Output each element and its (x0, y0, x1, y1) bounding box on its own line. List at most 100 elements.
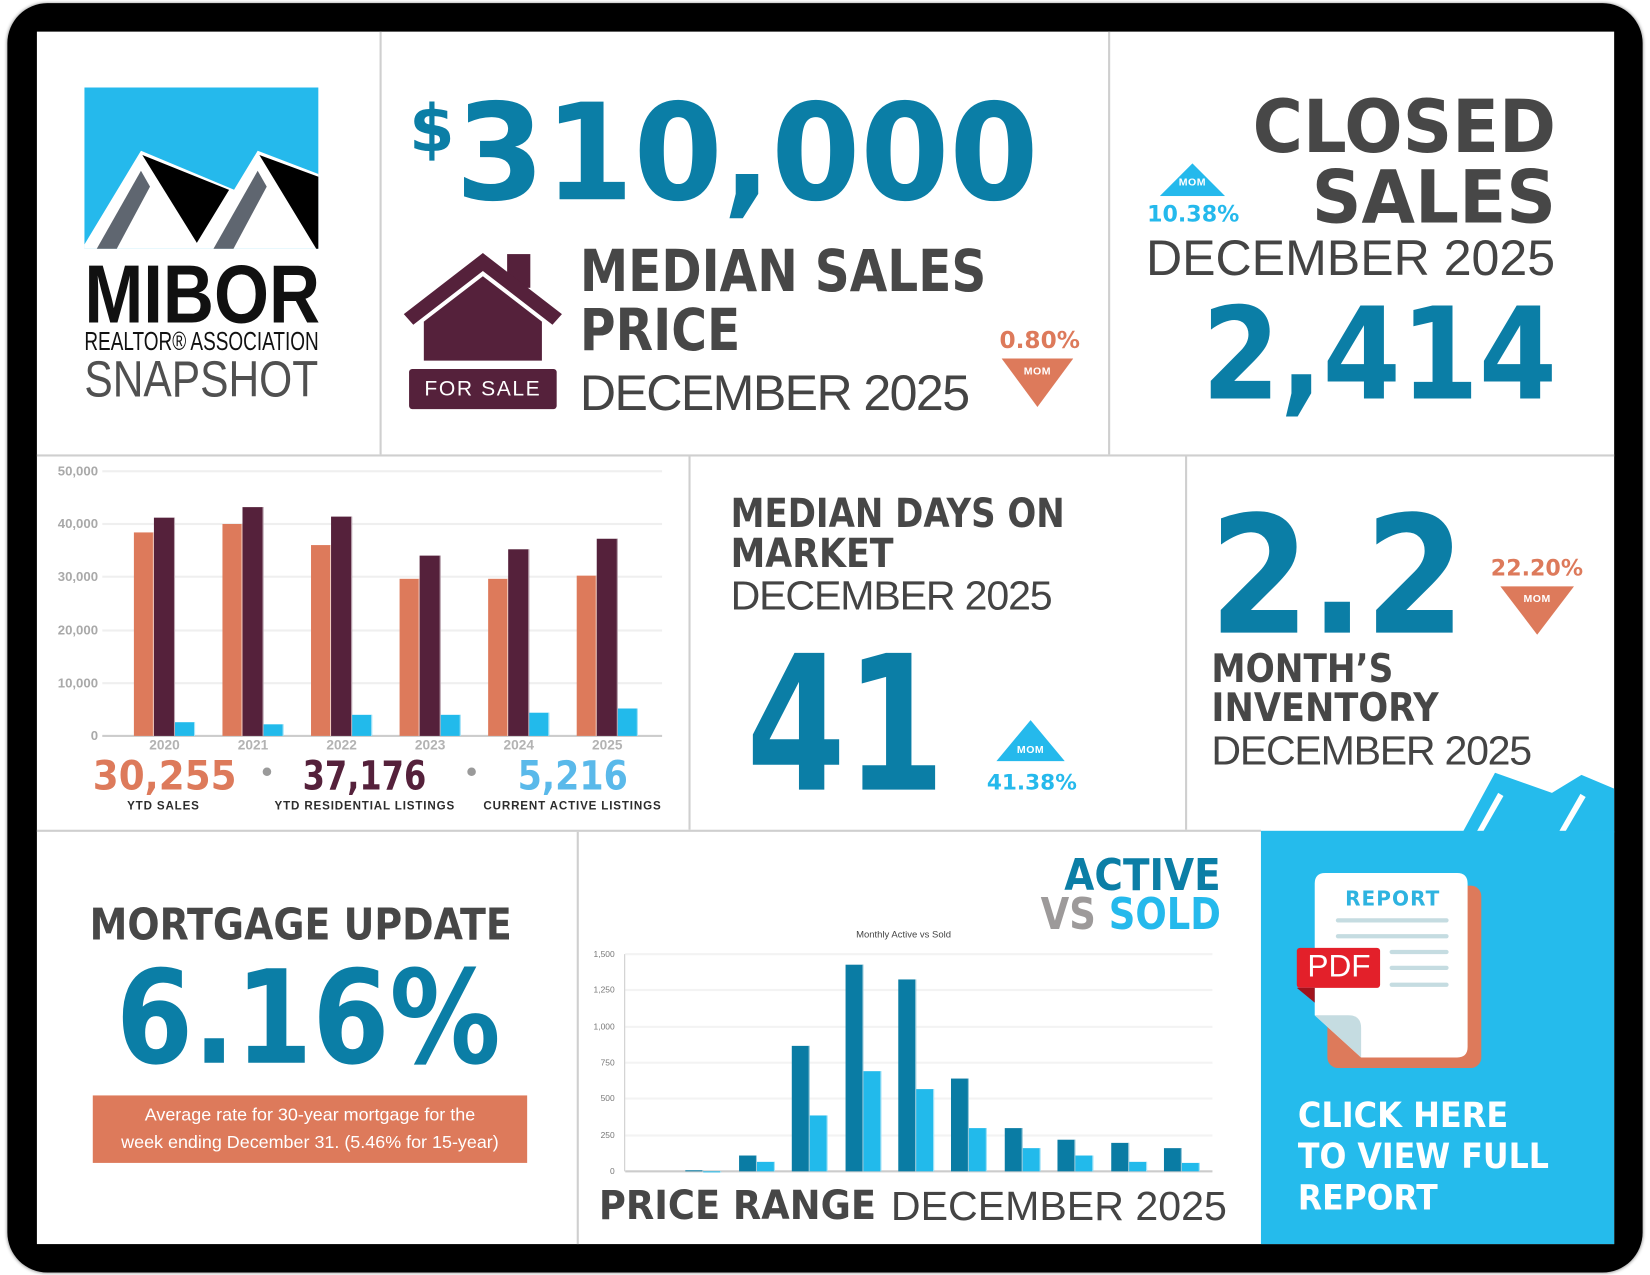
title-text: MARKET (730, 530, 894, 578)
bar-ytd-residential-listings (154, 517, 175, 736)
mortgage-note-line: Average rate for 30-year mortgage for th… (144, 1104, 476, 1125)
divider (1108, 31, 1111, 455)
bar-current-active-listings (617, 708, 639, 736)
up-arrow-icon (1159, 163, 1226, 197)
cta-text[interactable]: CLICK HERE (1297, 1094, 1509, 1136)
inventory-change-percent: 22.20% (1490, 555, 1584, 581)
bar-ytd-residential-listings (508, 549, 529, 736)
footer-text: PRICE RANGE (598, 1181, 877, 1230)
inventory-value-text: 2.2 (1209, 480, 1466, 672)
inventory-value: 2.2 (1209, 494, 1499, 657)
logo-tagline: SNAPSHOT (84, 355, 362, 406)
median-price-title-line1: MEDIAN SALES (580, 242, 1066, 300)
title-text: MEDIAN DAYS ON (730, 490, 1065, 538)
bar-active (791, 1046, 810, 1172)
y-tick-label: 0 (90, 728, 99, 744)
bar-active (1057, 1140, 1076, 1172)
bar-active (1110, 1143, 1129, 1172)
dom-title-line2: MARKET (730, 530, 920, 578)
pdf-report-icon[interactable] (1292, 870, 1487, 1076)
title-text: SALES (1311, 156, 1557, 241)
x-category-label: 2025 (592, 736, 623, 753)
closed-sales-period: DECEMBER 2025 (1145, 230, 1556, 287)
mom-label: MOM (1023, 365, 1052, 378)
separator-dot: • (462, 754, 481, 790)
median-price-value: 310,000 (455, 86, 1065, 220)
divider (36, 829, 1261, 832)
y-tick-label: 40,000 (57, 516, 99, 532)
heading-text: ACTIVE (1064, 849, 1221, 901)
value-text: 30,255 (92, 752, 237, 800)
mortgage-note-line: week ending December 31. (5.46% for 15-y… (121, 1132, 499, 1153)
divider (688, 456, 691, 830)
gridline (625, 1061, 1213, 1064)
bar-ytd-sales (310, 544, 332, 736)
bar-ytd-sales (222, 524, 243, 736)
y-tick-label: 10,000 (57, 675, 99, 691)
bar-ytd-sales (133, 532, 155, 736)
bar-ytd-residential-listings (331, 516, 352, 736)
bar-sold (969, 1128, 988, 1172)
dom-change-percent: 41.38% (986, 769, 1077, 795)
y-tick-label: 0 (609, 1166, 615, 1177)
divider (379, 31, 382, 455)
price-range-footer-period: DECEMBER 2025 (890, 1183, 1227, 1230)
title-text: CLOSED (1252, 85, 1557, 170)
title-text: MONTH’S (1211, 646, 1394, 692)
logo-association: REALTOR® ASSOCIATION (84, 328, 410, 355)
median-price-period: DECEMBER 2025 (579, 365, 970, 422)
down-arrow-icon (1500, 586, 1575, 635)
cta-line1[interactable]: CLICK HERE (1298, 1098, 1527, 1133)
report-doc-label: REPORT (1345, 887, 1441, 911)
sold-text: SOLD (1108, 888, 1221, 940)
bar-ytd-sales (487, 579, 509, 736)
x-category-label: 2023 (414, 736, 446, 753)
x-axis-line (102, 734, 663, 737)
median-price-change-percent: 0.80% (999, 327, 1080, 355)
for-sale-sign: FOR SALE (409, 369, 557, 410)
cta-line3[interactable]: REPORT (1298, 1180, 1453, 1215)
y-tick-label: 1,250 (593, 985, 615, 996)
bar-active (898, 979, 917, 1172)
bar-ytd-sales (576, 575, 598, 736)
mortgage-note: Average rate for 30-year mortgage for th… (92, 1095, 528, 1163)
house-icon (403, 253, 562, 361)
divider (576, 831, 579, 1245)
closed-sales-title-line1: CLOSED (1235, 85, 1557, 170)
closed-sales-value-text: 2,414 (1202, 280, 1558, 430)
cta-text[interactable]: TO VIEW FULL (1297, 1135, 1549, 1177)
mom-label: MOM (1523, 593, 1551, 606)
gridline (102, 523, 663, 526)
bar-ytd-residential-listings (419, 555, 441, 736)
bar-current-active-listings (440, 715, 461, 736)
active-vs-sold-heading-line1: ACTIVE (1047, 849, 1221, 901)
y-tick-label: 1,000 (593, 1021, 615, 1032)
cta-line2[interactable]: TO VIEW FULL (1298, 1139, 1574, 1174)
ytd-listings-value: 37,176 (303, 756, 458, 796)
x-category-label: 2024 (503, 736, 534, 753)
cta-text[interactable]: REPORT (1297, 1176, 1438, 1218)
bar-sold (863, 1070, 881, 1172)
bar-current-active-listings (174, 722, 196, 736)
currency-symbol: $ (409, 89, 455, 167)
bar-current-active-listings (351, 715, 373, 736)
panel-mountain-icon (1462, 772, 1615, 833)
closed-sales-title-line2: SALES (1299, 162, 1556, 235)
title-text: MEDIAN SALES (579, 237, 987, 305)
mountain-logo-icon (84, 87, 319, 249)
gridline (102, 681, 663, 685)
mortgage-rate: 6.16% (116, 954, 566, 1084)
ytd-listings-label: YTD RESIDENTIAL LISTINGS (274, 800, 456, 813)
bar-sold (1075, 1155, 1094, 1172)
y-tick-label: 750 (600, 1058, 615, 1068)
dom-title-line1: MEDIAN DAYS ON (730, 490, 1129, 538)
bar-ytd-residential-listings (597, 539, 618, 736)
bar-sold (809, 1115, 828, 1172)
median-price-value-text: 310,000 (455, 74, 1039, 231)
y-tick-label: 20,000 (57, 622, 99, 638)
x-category-label: 2020 (149, 736, 180, 753)
y-tick-label: 500 (600, 1094, 615, 1104)
value-text: 37,176 (302, 752, 427, 800)
x-category-label: 2021 (237, 736, 269, 753)
down-arrow-icon (1001, 358, 1074, 407)
